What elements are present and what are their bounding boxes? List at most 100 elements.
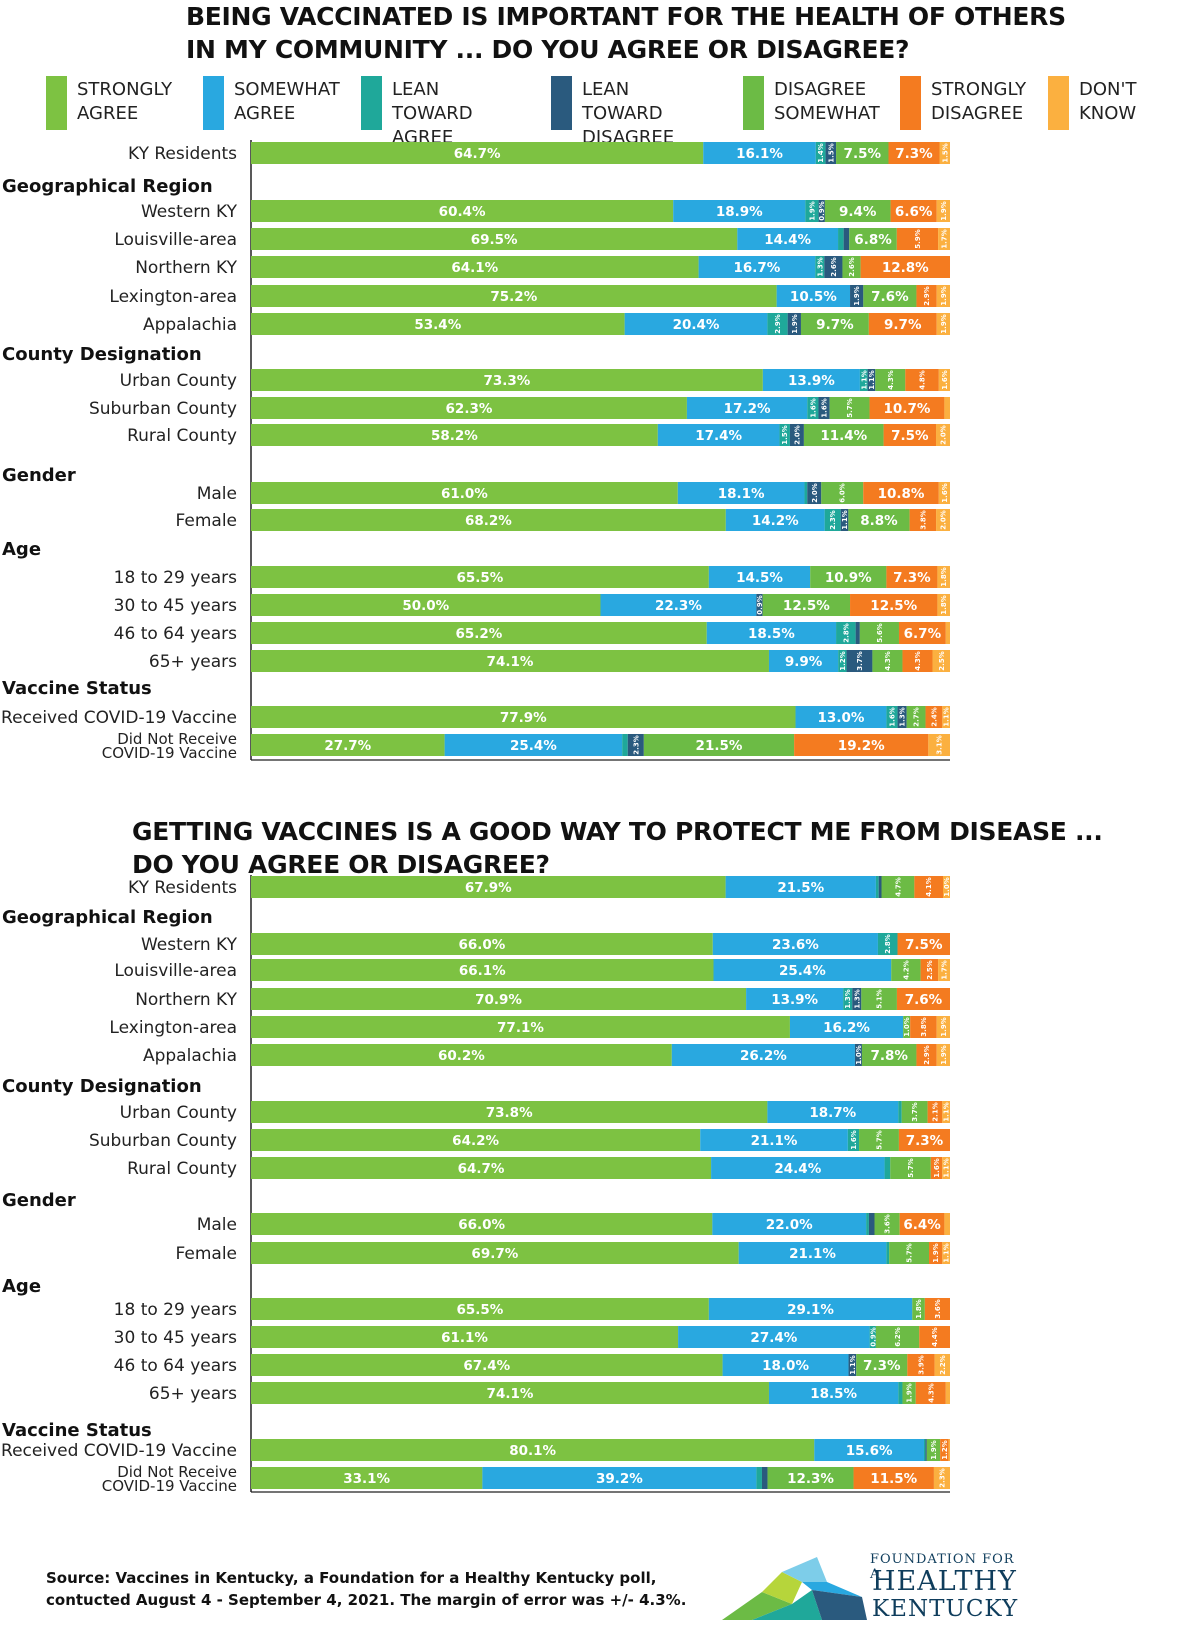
bar-value-label: 2.5% [938,651,946,670]
bar-value-label: 58.2% [431,428,478,444]
bar-segment [860,256,950,278]
bar-segment [251,1157,712,1179]
bar-segment [767,1467,854,1489]
bar-segment [854,1044,862,1066]
bar-segment [868,313,937,335]
bar-segment [825,142,837,164]
bar-segment [875,369,906,391]
bar-segment [932,650,950,672]
bar-value-label: 10.9% [825,570,872,586]
bar-value-label: 1.8% [915,1299,923,1318]
row-label: Female [176,1244,237,1264]
bar-segment [789,424,804,446]
bar-segment [843,988,853,1010]
bar-segment [846,650,873,672]
bar-segment [933,1467,950,1489]
bar-value-label: 2.6% [848,257,856,276]
bar-value-label: 17.2% [724,401,771,417]
bar-segment [251,1382,769,1404]
row-label: 18 to 29 years [114,1300,237,1320]
bar-segment [251,1213,713,1235]
row-label: Suburban County [89,399,237,419]
bar-segment [251,1016,790,1038]
bar-value-label: 15.6% [846,1443,893,1459]
bar-segment [725,509,825,531]
bar-segment [929,1242,943,1264]
bar-segment [886,566,938,588]
bar-segment [840,509,849,531]
bar-value-label: 1.1% [860,370,868,389]
bar-value-label: 3.6% [934,1299,942,1318]
bar-segment [251,1439,815,1461]
bar-value-label: 13.0% [818,710,865,726]
bar-value-label: 13.9% [771,992,818,1008]
logo-line-3: KENTUCKY [872,1596,1019,1622]
bar-value-label: 33.1% [343,1471,390,1487]
bar-value-label: 2.3% [632,735,640,754]
bar-value-label: 1.6% [933,1158,941,1177]
bar-value-label: 3.7% [856,651,864,670]
row-label: Received COVID-19 Vaccine [1,1441,237,1461]
bar-value-label: 60.4% [439,204,486,220]
bar-value-label: 6.6% [895,204,933,220]
bar-value-label: 5.9% [914,229,922,248]
bar-segment [756,594,763,616]
bar-segment [624,313,768,335]
bar-segment [843,228,850,250]
row-label: Received COVID-19 Vaccine [1,708,237,728]
bar-value-label: 22.3% [655,598,702,614]
bar-value-label: 27.7% [324,738,371,754]
bar-segment [848,1354,857,1376]
legend-label: LEAN TOWARD AGREE [392,79,473,148]
legend-label: DON'T KNOW [1079,79,1137,124]
bar-value-label: 69.5% [471,232,518,248]
bar-value-label: 74.1% [487,654,534,670]
bar-segment [767,1101,899,1123]
bar-segment [600,594,757,616]
bar-value-label: 61.0% [441,486,488,502]
bar-value-label: 1.9% [791,314,799,333]
bar-segment [779,424,790,446]
row-label: Louisville-area [114,230,237,250]
bar-segment [815,142,826,164]
bar-value-label: 64.1% [451,260,498,276]
bar-segment [896,228,939,250]
bar-segment [251,397,687,419]
bar-value-label: 61.1% [441,1330,488,1346]
bar-segment [938,482,950,504]
bar-segment [706,622,837,644]
bar-value-label: 10.5% [790,289,837,305]
bar-value-label: 50.0% [402,598,449,614]
legend-swatch [1048,76,1069,130]
row-label: Appalachia [143,315,237,335]
bar-segment [814,1439,924,1461]
bar-value-label: 24.4% [774,1161,821,1177]
bar-segment [251,1044,672,1066]
bar-segment [251,1467,483,1489]
bar-value-label: 1.9% [853,286,861,305]
bar-value-label: 1.3% [816,257,824,276]
bar-value-label: 1.1% [943,707,951,726]
group-heading: Geographical Region [2,907,213,928]
bar-value-label: 18.5% [810,1386,857,1402]
bar-value-label: 2.0% [940,510,948,529]
bar-value-label: 66.0% [458,1217,505,1233]
kentucky-logo-icon [722,1557,867,1620]
bar-segment [768,1382,899,1404]
bar-segment [898,1382,903,1404]
row-label: Northern KY [135,990,237,1010]
bar-value-label: 21.5% [777,880,824,896]
bar-segment [942,1157,950,1179]
bar-segment [916,1044,937,1066]
bar-segment [836,622,856,644]
bar-value-label: 23.6% [772,937,819,953]
row-label: 46 to 64 years [114,624,237,644]
bar-segment [708,1298,913,1320]
bar-segment [251,933,713,955]
bar-segment [948,1439,950,1461]
bar-segment [251,482,678,504]
legend-swatch [900,76,921,130]
legend-label: DISAGREE SOMEWHAT [774,79,880,124]
bar-segment [891,959,921,981]
